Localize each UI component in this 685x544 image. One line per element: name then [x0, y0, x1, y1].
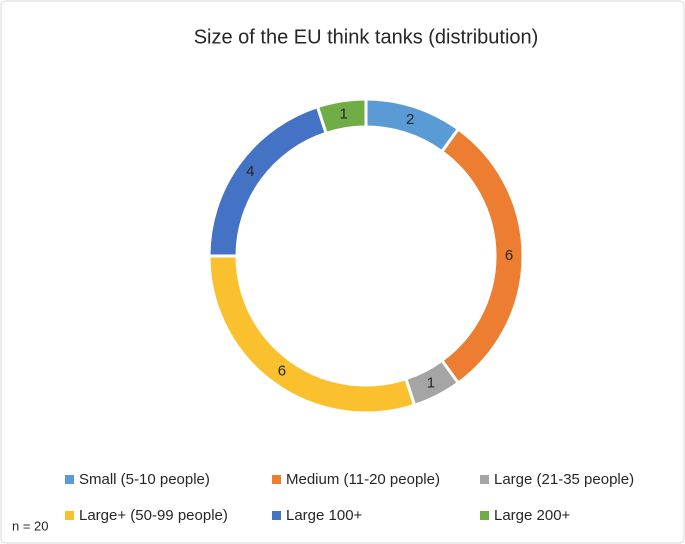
- legend-label: Large+ (50-99 people): [79, 507, 228, 524]
- legend-swatch: [480, 475, 489, 484]
- legend-swatch: [480, 511, 489, 520]
- data-label: 1: [339, 106, 347, 123]
- data-label: 6: [505, 247, 513, 264]
- data-label: 2: [406, 111, 414, 128]
- legend-swatch: [65, 475, 74, 484]
- data-label: 6: [278, 363, 286, 380]
- note: n = 20: [12, 518, 49, 533]
- legend-label: Large (21-35 people): [494, 471, 634, 488]
- legend-swatch: [272, 475, 281, 484]
- legend-label: Small (5-10 people): [79, 471, 210, 488]
- donut-segment: [315, 97, 368, 136]
- data-label: 4: [246, 163, 254, 180]
- legend-label: Large 100+: [286, 507, 363, 524]
- legend-label: Medium (11-20 people): [286, 471, 440, 488]
- legend-swatch: [272, 511, 281, 520]
- legend-label: Large 200+: [494, 507, 571, 524]
- legend-swatch: [65, 511, 74, 520]
- data-label: 1: [427, 374, 435, 391]
- chart-title: Size of the EU think tanks (distribution…: [194, 26, 539, 48]
